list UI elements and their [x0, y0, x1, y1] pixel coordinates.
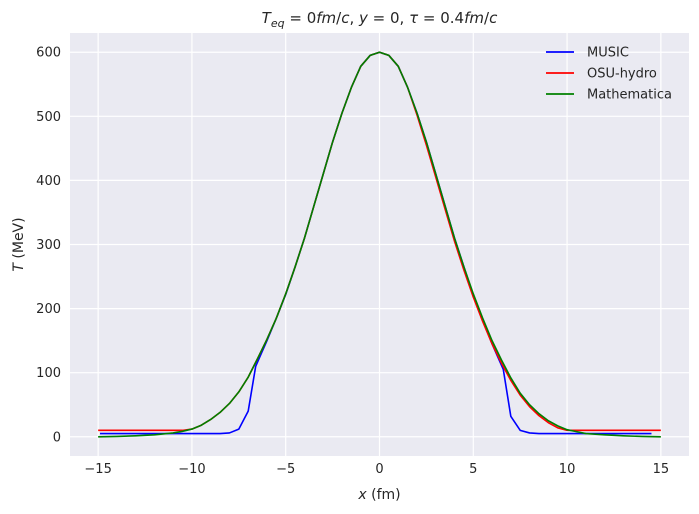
- y-tick-label: 300: [36, 238, 61, 253]
- title-part: y: [358, 9, 369, 27]
- title-part: fm: [464, 9, 484, 27]
- series-line-mathematica: [98, 51, 661, 438]
- x-tick-label: −15: [84, 462, 111, 477]
- y-axis-label: T (MeV): [11, 217, 27, 271]
- legend-label: Mathematica: [587, 88, 672, 103]
- x-label-part: (fm): [367, 487, 401, 503]
- title-part: τ: [409, 9, 419, 27]
- x-tick-label: 10: [559, 462, 576, 477]
- x-tick-label: 15: [653, 462, 670, 477]
- y-tick-label: 100: [36, 366, 61, 381]
- y-label-part: T: [11, 262, 27, 272]
- legend: MUSIC OSU-hydro Mathematica: [546, 46, 672, 103]
- x-tick-label: −10: [178, 462, 205, 477]
- x-label-part: x: [357, 487, 367, 503]
- series-lines: [98, 51, 661, 438]
- title-part: /: [484, 9, 490, 27]
- y-tick-label: 500: [36, 110, 61, 125]
- title-part: T: [262, 9, 273, 27]
- title-part: c: [341, 9, 350, 27]
- title-part: c: [489, 9, 498, 27]
- y-tick-label: 400: [36, 174, 61, 189]
- x-tick-label: −5: [276, 462, 295, 477]
- x-tick-labels: −15 −10 −5 0 5 10 15: [84, 462, 669, 477]
- title-part: = 0: [285, 9, 317, 27]
- grid: [70, 33, 689, 456]
- x-axis-label: x (fm): [357, 487, 400, 503]
- title-part: eq: [271, 17, 285, 30]
- title-part: ,: [349, 9, 359, 27]
- legend-label: MUSIC: [587, 46, 629, 61]
- title-part: = 0,: [368, 9, 409, 27]
- y-tick-label: 600: [36, 46, 61, 61]
- x-tick-label: 5: [469, 462, 477, 477]
- title-part: /: [336, 9, 342, 27]
- x-tick-label: 0: [375, 462, 383, 477]
- y-tick-labels: 0 100 200 300 400 500 600: [36, 46, 61, 446]
- y-label-part: (MeV): [11, 217, 27, 263]
- legend-label: OSU-hydro: [587, 67, 657, 82]
- y-tick-label: 200: [36, 302, 61, 317]
- title-part: = 0.4: [418, 9, 464, 27]
- title-part: fm: [316, 9, 336, 27]
- chart-title: Teq = 0fm/c, y = 0, τ = 0.4fm/c: [262, 9, 498, 30]
- y-tick-label: 0: [53, 430, 61, 445]
